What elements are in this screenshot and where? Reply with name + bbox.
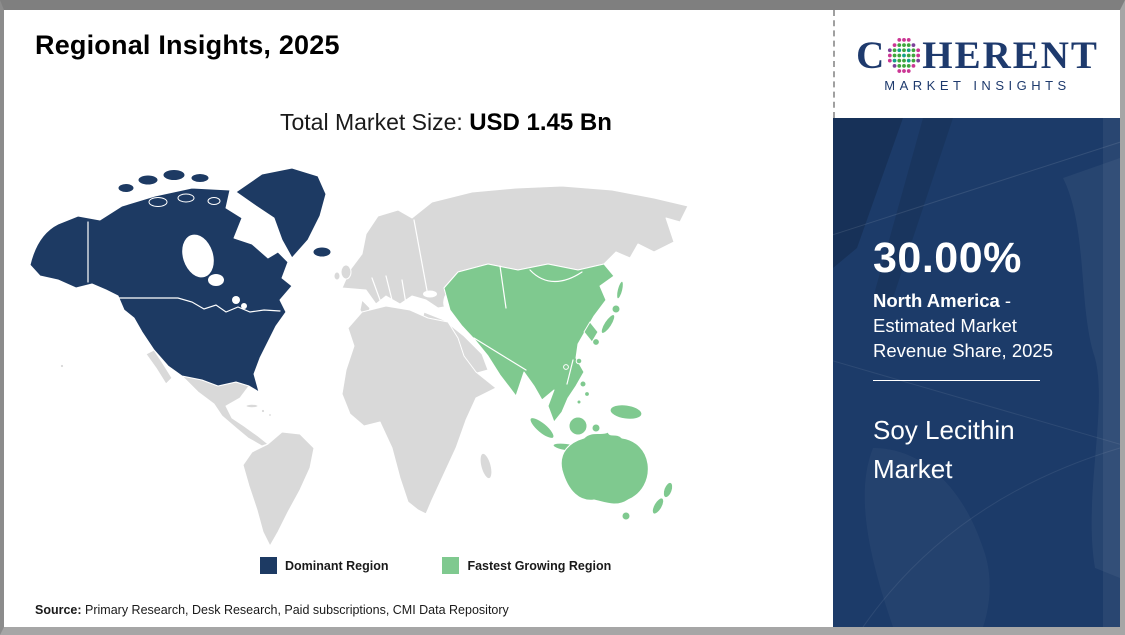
total-market-size-value: USD 1.45 Bn [469, 109, 612, 136]
world-map [30, 160, 725, 550]
legend-swatch-dominant-icon [260, 557, 277, 574]
logo-letters-herent: HERENT [922, 33, 1099, 77]
logo-globe-icon [888, 38, 921, 73]
legend-item-fastest-growing: Fastest Growing Region [442, 557, 611, 574]
right-sidebar: C HERENT MARKET INSI [833, 10, 1120, 627]
page-title: Regional Insights, 2025 [35, 30, 340, 60]
total-market-size: Total Market Size: USD 1.45 Bn [280, 109, 612, 137]
market-share-region: North America [873, 290, 1000, 312]
panel-content: 30.00% North America - Estimated Market … [833, 118, 1120, 489]
infographic-canvas: Regional Insights, 2025 Total Market Siz… [4, 10, 1120, 627]
source-label: Source: [35, 603, 82, 617]
world-map-svg [30, 167, 689, 547]
brand-logo-wordmark: C HERENT [856, 36, 1099, 75]
source-line: Source: Primary Research, Desk Research,… [35, 603, 509, 617]
market-name: Soy Lecithin Market [873, 415, 1015, 485]
panel-divider [873, 380, 1040, 382]
region-asia-pacific [443, 263, 674, 521]
market-share-description: North America - Estimated Market Revenue… [873, 288, 1096, 363]
region-other [59, 185, 689, 547]
legend-item-dominant: Dominant Region [260, 557, 388, 574]
legend-swatch-fastest-growing-icon [442, 557, 460, 574]
highlight-panel: 30.00% North America - Estimated Market … [833, 118, 1120, 627]
market-share-desc-text: - Estimated Market Revenue Share, 2025 [873, 290, 1053, 362]
region-north-america [30, 167, 332, 393]
brand-logo: C HERENT MARKET INSI [833, 10, 1120, 118]
logo-subtitle: MARKET INSIGHTS [884, 77, 1071, 93]
market-share-value: 30.00% [873, 234, 1022, 282]
country-borders [87, 219, 583, 385]
source-text: Primary Research, Desk Research, Paid su… [81, 603, 509, 617]
legend-label-fastest-growing: Fastest Growing Region [467, 558, 612, 573]
map-legend: Dominant Region Fastest Growing Region [260, 557, 611, 574]
legend-label-dominant: Dominant Region [285, 558, 389, 573]
total-market-size-label: Total Market Size: [280, 109, 470, 135]
logo-letter-c: C [856, 33, 887, 77]
